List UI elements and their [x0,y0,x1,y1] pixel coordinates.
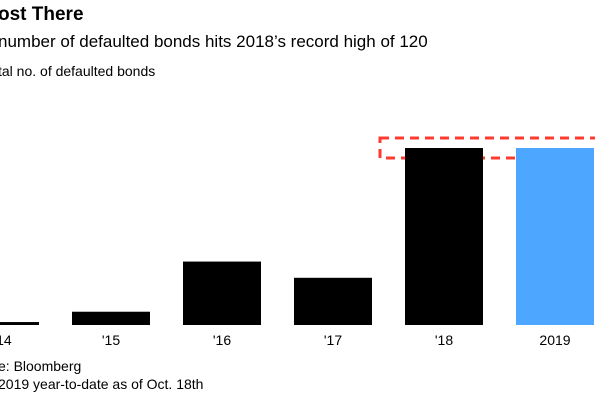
footnote: 2019 year-to-date as of Oct. 18th [0,376,204,392]
x-tick-label: '18 [435,332,453,348]
bar-3 [294,277,372,325]
bar-2 [183,261,261,325]
y-axis-label: tal no. of defaulted bonds [0,63,156,79]
x-tick-label: '17 [324,332,342,348]
bar-1 [72,311,150,325]
x-tick-label: '16 [213,332,231,348]
bar-0 [0,322,39,325]
chart-subtitle: number of defaulted bonds hits 2018’s re… [0,32,428,51]
record-reference-box [378,136,595,160]
chart-title: ost There [0,4,84,25]
chart-footer: e: Bloomberg 2019 year-to-date as of Oct… [0,357,203,393]
x-tick-label: '15 [102,332,120,348]
x-tick-label: 014 [0,332,12,348]
bar-4 [405,148,483,325]
source-note: e: Bloomberg [0,358,82,374]
x-tick-label: 2019 [539,332,570,348]
bar-5 [516,148,594,325]
